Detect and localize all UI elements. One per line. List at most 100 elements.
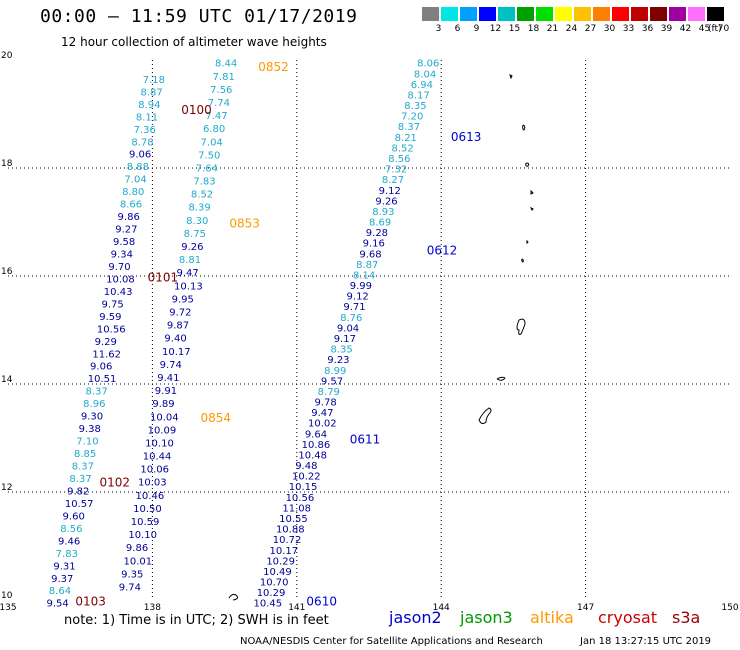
swh-value: 7.56 [210,85,232,96]
swh-value: 10.29 [266,556,295,567]
swh-value: 9.29 [95,337,117,348]
swh-value: 8.64 [49,586,71,597]
swh-value: 7.10 [76,437,98,448]
swh-value: 6.94 [411,80,433,91]
pass-label: 0100 [181,103,212,117]
swh-value: 11.62 [92,349,121,360]
swh-value: 8.44 [215,59,237,70]
swh-value: 8.79 [318,387,340,398]
legend-label: 6 [454,24,461,34]
pass-label: 0853 [229,216,260,230]
swh-value: 9.74 [119,583,141,594]
swh-value: 8.30 [186,216,208,227]
swh-value: 8.93 [372,207,394,218]
swh-value: 9.68 [359,249,381,260]
swh-value: 9.71 [343,302,365,313]
pass-label: 0610 [306,594,337,608]
swh-value: 9.59 [99,312,121,323]
pass-label: 0102 [99,476,130,490]
swh-value: 8.17 [408,90,430,101]
swh-value: 10.56 [286,493,315,504]
pass-label: 0852 [258,60,289,74]
swh-value: 9.74 [160,360,182,371]
swh-value: 6.80 [203,124,225,135]
swh-value: 9.31 [53,561,75,572]
swh-value: 8.75 [184,229,206,240]
swh-value: 7.18 [143,75,165,86]
x-tick-label: 141 [288,603,305,613]
swh-value: 9.26 [181,242,203,253]
swh-value: 8.37 [72,462,94,473]
swh-value: 8.52 [391,143,413,154]
swh-value: 10.49 [263,567,292,578]
swh-value: 9.58 [113,237,135,248]
x-tick-label: 138 [144,603,161,613]
legend-label: 39 [660,24,673,34]
swh-value: 8.88 [127,162,149,173]
island-outline [521,258,524,263]
pass-label: 0101 [148,270,179,284]
swh-value: 8.37 [85,387,107,398]
swh-value: 10.57 [65,499,94,510]
swh-value: 8.14 [353,270,375,281]
swh-value: 8.37 [398,122,420,133]
x-tick-label: 144 [433,603,450,613]
legend-label: 45 [698,24,711,34]
swh-value: 8.04 [414,69,436,80]
swh-value: 9.95 [172,294,194,305]
y-tick-label: 12 [1,483,12,493]
map-title: 00:00 – 11:59 UTC 01/17/2019 [40,6,358,27]
swh-value: 9.70 [108,262,130,273]
swh-value: 9.89 [152,399,174,410]
legend-swatch [669,7,686,21]
swh-value: 10.56 [97,324,126,335]
swh-value: 9.46 [58,536,80,547]
swh-value: 10.01 [124,556,153,567]
swh-value: 9.34 [111,250,133,261]
x-tick-label: 135 [0,603,17,613]
swh-value: 9.99 [350,281,372,292]
swh-value: 8.21 [395,133,417,144]
swh-value: 7.36 [134,125,156,136]
pass-label: 0611 [350,432,381,446]
swh-value: 7.50 [198,150,220,161]
legend-label: 3 [435,24,442,34]
swh-value: 9.57 [321,376,343,387]
swh-value: 9.82 [67,486,89,497]
swh-value: 9.86 [118,212,140,223]
island-outline [530,189,534,195]
swh-value: 9.28 [366,228,388,239]
legend-swatch [517,7,534,21]
pass-label: 0854 [201,411,232,425]
timestamp-text: Jan 18 13:27:15 UTC 2019 [580,636,712,647]
swh-value: 10.46 [136,491,165,502]
island-outline [478,407,492,425]
satellite-name: cryosat [598,608,658,627]
swh-value: 9.35 [121,569,143,580]
island-outline [526,239,529,245]
swh-value: 9.40 [164,334,186,345]
legend-label: 70 [717,24,730,34]
x-tick-label: 147 [577,603,594,613]
legend-label: 42 [679,24,692,34]
pass-label: 0103 [75,594,106,608]
swh-value: 7.47 [205,111,227,122]
island-outline [529,206,534,211]
swh-value: 9.54 [47,599,69,610]
swh-value: 7.81 [213,72,235,83]
swh-value: 10.59 [131,517,160,528]
swh-value: 8.35 [330,345,352,356]
swh-value: 8.99 [324,366,346,377]
swh-value: 9.41 [157,373,179,384]
swh-value: 9.12 [347,292,369,303]
swh-value: 9.12 [379,186,401,197]
swh-value: 9.60 [63,511,85,522]
satellite-name: jason3 [460,608,513,627]
legend-label: 30 [603,24,616,34]
swh-value: 10.44 [143,452,172,463]
swh-value: 8.11 [136,112,158,123]
swh-value: 7.83 [56,549,78,560]
swh-value: 10.13 [174,281,203,292]
legend-label: 15 [508,24,521,34]
swh-value: 8.56 [388,154,410,165]
